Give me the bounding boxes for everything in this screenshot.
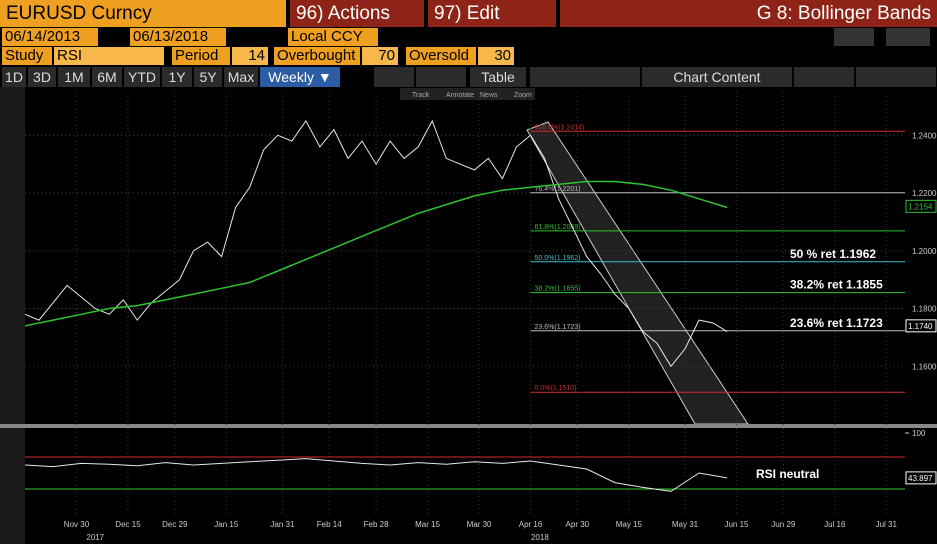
- left-toolbar: [0, 87, 25, 544]
- back-button[interactable]: [834, 28, 874, 46]
- tool-button[interactable]: [416, 67, 466, 87]
- range-tab[interactable]: 1D: [2, 67, 26, 87]
- last-value-label: 1.1740: [908, 322, 933, 331]
- x-tick-label: Apr 16: [519, 520, 543, 529]
- x-tick-label: Jan 15: [214, 520, 239, 529]
- table-tab[interactable]: Table: [470, 67, 526, 87]
- year-label: 2017: [86, 533, 104, 542]
- fib-annotation: 38.2% ret 1.1855: [790, 278, 883, 292]
- fib-annotation: 50 % ret 1.1962: [790, 247, 876, 261]
- x-tick-label: Mar 15: [415, 520, 440, 529]
- fib-label: 38.2%(1.1855): [535, 286, 581, 293]
- period-label: Period: [172, 47, 230, 65]
- end-date[interactable]: 06/13/2018: [130, 28, 226, 46]
- last-value-box: [905, 471, 937, 485]
- range-tab[interactable]: 3D: [28, 67, 56, 87]
- frequency-tab[interactable]: Weekly ▼: [260, 67, 340, 87]
- function-title: G 8: Bollinger Bands: [560, 0, 937, 27]
- edit-menu[interactable]: 97) Edit: [428, 0, 556, 27]
- chart-tool[interactable]: News: [480, 92, 498, 99]
- fib-annotation: 23.6% ret 1.1723: [790, 316, 883, 330]
- study-label: Study: [2, 47, 52, 65]
- x-tick-label: Jan 31: [270, 520, 295, 529]
- y-tick-label: 100: [912, 429, 926, 438]
- range-tab[interactable]: 1M: [58, 67, 90, 87]
- last-value-label: 1.2154: [908, 202, 933, 211]
- y-tick-label: 1.2000: [912, 247, 937, 256]
- range-tab[interactable]: 5Y: [194, 67, 222, 87]
- chart-tool[interactable]: Zoom: [514, 92, 532, 99]
- chart-tool[interactable]: Track: [412, 92, 430, 99]
- x-tick-label: Nov 30: [64, 520, 90, 529]
- panel-divider: [0, 424, 937, 428]
- overbought-field[interactable]: 70: [362, 47, 398, 65]
- x-tick-label: Dec 29: [162, 520, 188, 529]
- rsi-oversold-fill: [25, 489, 728, 492]
- fib-label: 23.6%(1.1723): [535, 324, 581, 331]
- x-tick-label: Jun 29: [771, 520, 796, 529]
- x-tick-label: Dec 15: [115, 520, 141, 529]
- tool-button[interactable]: [374, 67, 414, 87]
- y-tick-label: 1.2400: [912, 131, 937, 140]
- last-value-box: [905, 199, 937, 213]
- last-value-box: [905, 319, 937, 333]
- year-label: 2018: [531, 533, 549, 542]
- scroll-button[interactable]: [530, 67, 640, 87]
- last-value-label: 43.897: [908, 474, 933, 483]
- trend-channel: [526, 121, 749, 425]
- x-tick-label: Jul 16: [824, 520, 846, 529]
- chart-toolbar: [400, 88, 535, 100]
- x-tick-label: Apr 30: [566, 520, 590, 529]
- period-field[interactable]: 14: [232, 47, 268, 65]
- x-tick-label: May 31: [672, 520, 699, 529]
- range-tab[interactable]: Max: [224, 67, 258, 87]
- oversold-label: Oversold: [406, 47, 476, 65]
- rsi-annotation: RSI neutral: [756, 467, 819, 481]
- x-tick-label: Jun 15: [724, 520, 749, 529]
- tool-button[interactable]: [794, 67, 854, 87]
- fib-label: 100.0%(1.2414): [535, 124, 585, 131]
- oversold-field[interactable]: 30: [478, 47, 514, 65]
- settings-button[interactable]: [856, 67, 936, 87]
- range-tab[interactable]: 1Y: [162, 67, 192, 87]
- fib-label: 61.8%(1.2069): [535, 224, 581, 231]
- fib-label: 76.4%(1.2201): [535, 186, 581, 193]
- chart: Track Annotate News Zoom 1.2400 1.2200 1.2000 1…: [0, 87, 937, 544]
- x-tick-label: Feb 14: [317, 520, 342, 529]
- rsi-line: [24, 458, 728, 492]
- forward-button[interactable]: [886, 28, 930, 46]
- fib-label: 0.0%(1.1510): [535, 385, 577, 392]
- chart-tool[interactable]: Annotate: [446, 92, 474, 99]
- start-date[interactable]: 06/14/2013: [2, 28, 98, 46]
- x-tick-label: Mar 30: [467, 520, 492, 529]
- currency-field[interactable]: Local CCY: [288, 28, 378, 46]
- x-tick-label: May 15: [616, 520, 643, 529]
- y-tick-label: 1.1600: [912, 362, 937, 371]
- range-tab[interactable]: 6M: [92, 67, 122, 87]
- overbought-label: Overbought: [274, 47, 360, 65]
- x-tick-label: Jul 31: [876, 520, 898, 529]
- y-tick-label: 1.2200: [912, 189, 937, 198]
- chart-content-tab[interactable]: Chart Content: [642, 67, 792, 87]
- x-tick-label: Feb 28: [364, 520, 389, 529]
- price-line: [24, 180, 728, 327]
- range-tab[interactable]: YTD: [124, 67, 160, 87]
- price-line: [24, 119, 728, 368]
- fib-label: 50.0%(1.1962): [535, 255, 581, 262]
- security-field[interactable]: EURUSD Curncy: [0, 0, 286, 27]
- study-field[interactable]: RSI: [54, 47, 164, 65]
- y-tick-label: 1.1800: [912, 305, 937, 314]
- actions-menu[interactable]: 96) Actions: [290, 0, 424, 27]
